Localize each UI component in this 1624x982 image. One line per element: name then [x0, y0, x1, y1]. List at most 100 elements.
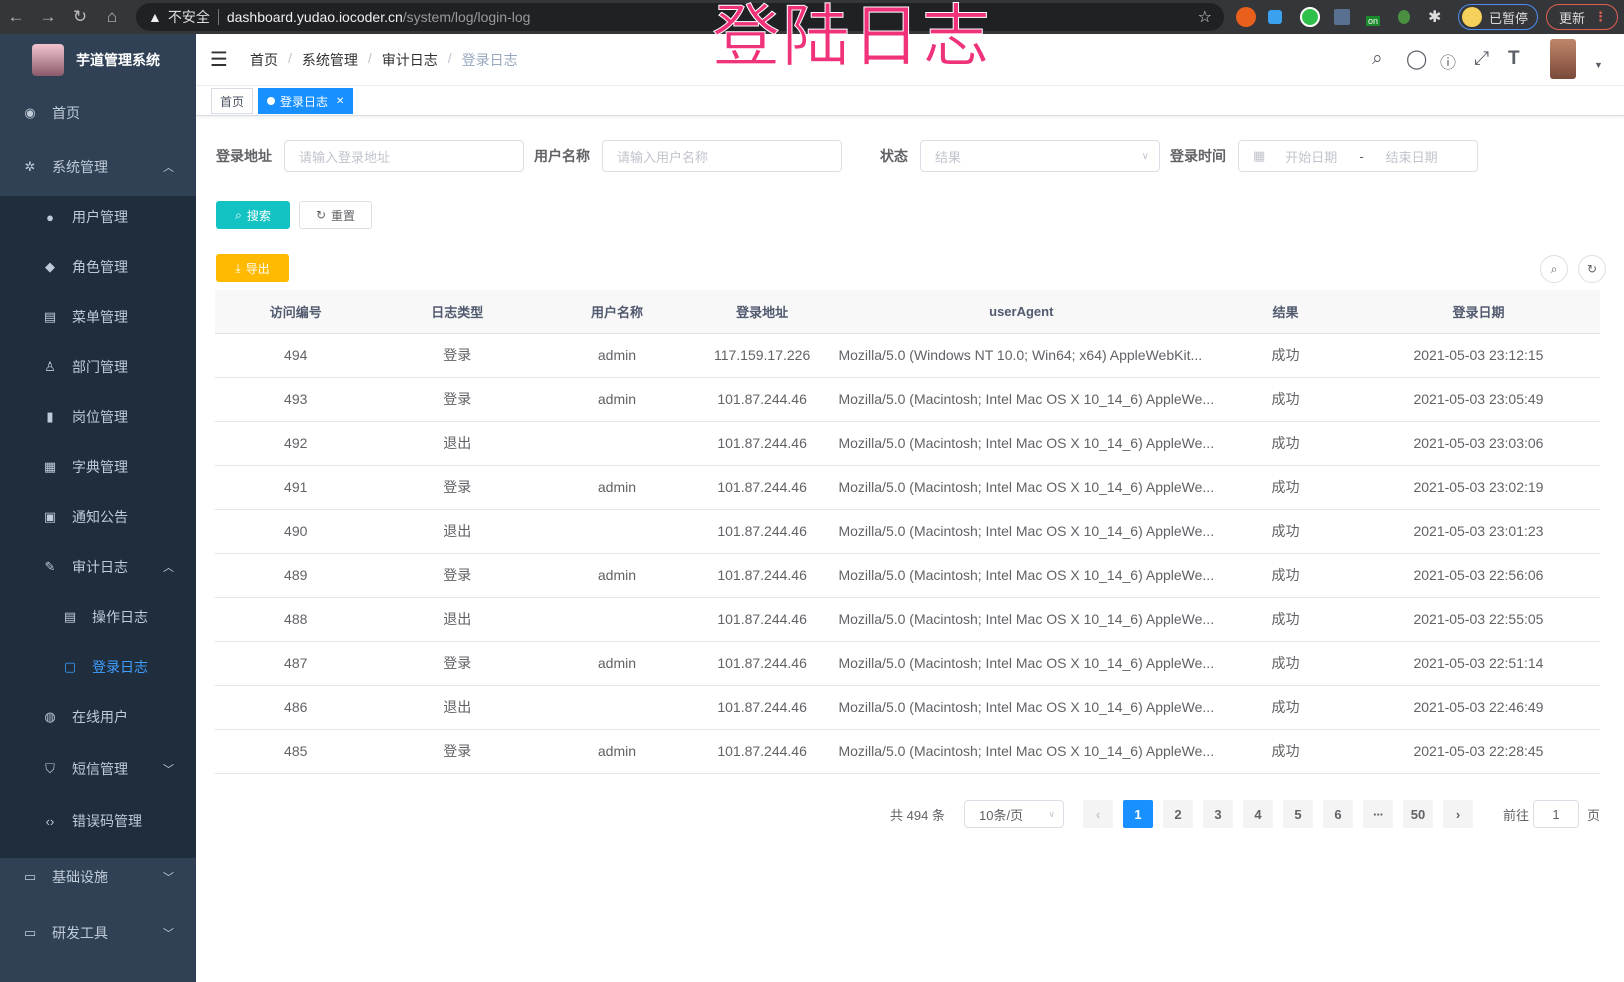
forward-icon[interactable]: → [39, 7, 57, 26]
address-bar[interactable]: ▲ 不安全 dashboard.yudao.iocoder.cn/system/… [136, 3, 1224, 31]
peoples-icon: ◆ [45, 259, 55, 274]
submenu-system [0, 196, 196, 858]
table-row[interactable]: 489 登录 admin 101.87.244.46 Mozilla/5.0 (Maci… [215, 553, 1600, 598]
table-cell: Mozilla/5.0 (Macintosh; Intel Mac OS X 1… [828, 685, 1215, 730]
sidebar-item[interactable]: ▮ 岗位管理 [0, 392, 196, 442]
search-button[interactable]: ⌕ 搜索 [216, 201, 290, 229]
sidebar-item[interactable]: ‹› 错误码管理 [0, 796, 196, 846]
sidebar-item[interactable]: ✎ 审计日志 ︿ [0, 542, 196, 592]
sidebar-item[interactable]: ♙ 部门管理 [0, 342, 196, 392]
breadcrumb-item[interactable]: 首页 [250, 51, 278, 68]
table-row[interactable]: 490 退出 101.87.244.46 Mozilla/5.0 (Macintosh… [215, 509, 1600, 554]
sidebar-logo[interactable]: 芋道管理系统 [0, 34, 196, 86]
page-button[interactable]: 1 [1123, 800, 1153, 828]
caret-down-icon[interactable]: ▼ [1594, 60, 1603, 70]
table-row[interactable]: 487 登录 admin 101.87.244.46 Mozilla/5.0 (Maci… [215, 641, 1600, 686]
username-input[interactable]: 请输入用户名称 [602, 140, 842, 172]
sidebar-item[interactable]: ⛉ 短信管理 ﹀ [0, 744, 196, 794]
github-icon[interactable]: ◯ [1406, 49, 1428, 70]
table-cell: 2021-05-03 22:55:05 [1356, 597, 1600, 642]
reload-icon[interactable]: ↻ [72, 7, 88, 26]
refresh-button[interactable]: ↻ [1578, 255, 1606, 283]
page-button[interactable]: 5 [1283, 800, 1313, 828]
sidebar-item[interactable]: ▣ 通知公告 [0, 492, 196, 542]
export-button[interactable]: ⤓ 导出 [216, 254, 289, 282]
date-range-picker[interactable]: ▦ 开始日期 - 结束日期 [1238, 140, 1478, 172]
extension-icon[interactable] [1334, 9, 1350, 25]
sidebar-item[interactable]: ◆ 角色管理 [0, 242, 196, 292]
close-icon[interactable]: ✕ [336, 95, 345, 107]
font-size-icon[interactable]: T [1508, 48, 1520, 69]
search-icon[interactable]: ⌕ [1372, 48, 1383, 69]
table-cell: 492 [215, 421, 377, 466]
sidebar-item[interactable]: ▢ 登录日志 [0, 642, 196, 692]
user-avatar[interactable] [1550, 39, 1576, 79]
status-select[interactable]: 结果 ∨ [920, 140, 1160, 172]
table-cell: 2021-05-03 22:56:06 [1356, 553, 1600, 598]
more-icon: ⋮ [1594, 9, 1607, 24]
page-button[interactable]: ··· [1363, 800, 1393, 828]
table-row[interactable]: 494 登录 admin 117.159.17.226 Mozilla/5.0 (Win… [215, 333, 1600, 378]
table-row[interactable]: 491 登录 admin 101.87.244.46 Mozilla/5.0 (Maci… [215, 465, 1600, 510]
profile-button[interactable]: 已暂停 [1458, 4, 1538, 30]
help-icon[interactable]: ⓘ [1440, 55, 1457, 72]
page-button[interactable]: 3 [1203, 800, 1233, 828]
table-row[interactable]: 492 退出 101.87.244.46 Mozilla/5.0 (Macintosh… [215, 421, 1600, 466]
sidebar-item[interactable]: ▤ 操作日志 [0, 592, 196, 642]
bookmark-star-icon[interactable]: ☆ [1197, 9, 1212, 26]
extension-icon[interactable] [1236, 7, 1256, 27]
table-row[interactable]: 488 退出 101.87.244.46 Mozilla/5.0 (Macintosh… [215, 597, 1600, 642]
table-row[interactable]: 485 登录 admin 101.87.244.46 Mozilla/5.0 (Maci… [215, 729, 1600, 774]
table-cell: admin [538, 729, 696, 774]
table-cell: 2021-05-03 23:01:23 [1356, 509, 1600, 554]
goto-page-input[interactable]: 1 [1533, 800, 1579, 828]
breadcrumb-item: 审计日志 [381, 51, 438, 68]
extension-icon[interactable] [1398, 10, 1410, 24]
table-row[interactable]: 493 登录 admin 101.87.244.46 Mozilla/5.0 (Maci… [215, 377, 1600, 422]
sidebar-item[interactable]: ▦ 字典管理 [0, 442, 196, 492]
page-button[interactable]: 50 [1403, 800, 1433, 828]
table-cell: Mozilla/5.0 (Macintosh; Intel Mac OS X 1… [828, 377, 1215, 422]
extension-badge[interactable]: on [1366, 16, 1381, 26]
sidebar-item[interactable]: ◍ 在线用户 [0, 692, 196, 742]
sidebar-item-label: 错误码管理 [72, 813, 142, 829]
page-button[interactable]: 4 [1243, 800, 1273, 828]
reset-button[interactable]: ↻ 重置 [299, 201, 372, 229]
next-page-button[interactable]: › [1443, 800, 1473, 828]
fullscreen-icon[interactable]: ⤢ [1474, 48, 1490, 69]
table-cell: Mozilla/5.0 (Windows NT 10.0; Win64; x64… [828, 333, 1215, 378]
sidebar-item[interactable]: ● 用户管理 [0, 192, 196, 242]
end-date[interactable]: 结束日期 [1385, 149, 1438, 165]
table-cell [538, 685, 696, 730]
log-icon: ✎ [44, 559, 56, 574]
extension-icon[interactable] [1300, 7, 1320, 27]
home-icon[interactable]: ⌂ [106, 7, 118, 26]
address-input[interactable]: 请输入登录地址 [284, 140, 524, 172]
page-size-select[interactable]: 10条/页 ∨ [964, 800, 1064, 828]
sidebar-item[interactable]: ▤ 菜单管理 [0, 292, 196, 342]
sidebar-item[interactable]: ◉ 首页 [0, 88, 196, 138]
sidebar-item-label: 角色管理 [72, 259, 128, 275]
table-cell: 490 [215, 509, 377, 554]
prev-page-button[interactable]: ‹ [1083, 800, 1113, 828]
page-button[interactable]: 6 [1323, 800, 1353, 828]
puzzle-extensions-icon[interactable]: ✱ [1428, 9, 1442, 26]
url-host: dashboard.yudao.iocoder.cn [226, 9, 403, 25]
hamburger-icon[interactable]: ☰ [210, 49, 228, 71]
table-cell: 101.87.244.46 [695, 685, 829, 730]
table-row[interactable]: 486 退出 101.87.244.46 Mozilla/5.0 (Macintosh… [215, 685, 1600, 730]
sidebar-item[interactable]: ▭ 研发工具 ﹀ [0, 908, 196, 958]
back-icon[interactable]: ← [7, 7, 25, 26]
table-cell: 成功 [1214, 553, 1357, 598]
tag-home[interactable]: 首页 [211, 88, 254, 114]
start-date[interactable]: 开始日期 [1285, 149, 1338, 165]
extension-icon[interactable] [1268, 10, 1282, 24]
dashboard-icon: ◉ [24, 105, 36, 120]
update-button[interactable]: 更新 ⋮ [1546, 4, 1618, 30]
page-button[interactable]: 2 [1163, 800, 1193, 828]
sidebar-item-label: 岗位管理 [72, 409, 128, 425]
sidebar-item[interactable]: ✲ 系统管理 ︿ [0, 142, 196, 192]
sidebar-item[interactable]: ▭ 基础设施 ﹀ [0, 852, 196, 902]
toggle-search-button[interactable]: ⌕ [1540, 255, 1568, 283]
tag-login-log[interactable]: 登录日志 ✕ [258, 88, 354, 114]
